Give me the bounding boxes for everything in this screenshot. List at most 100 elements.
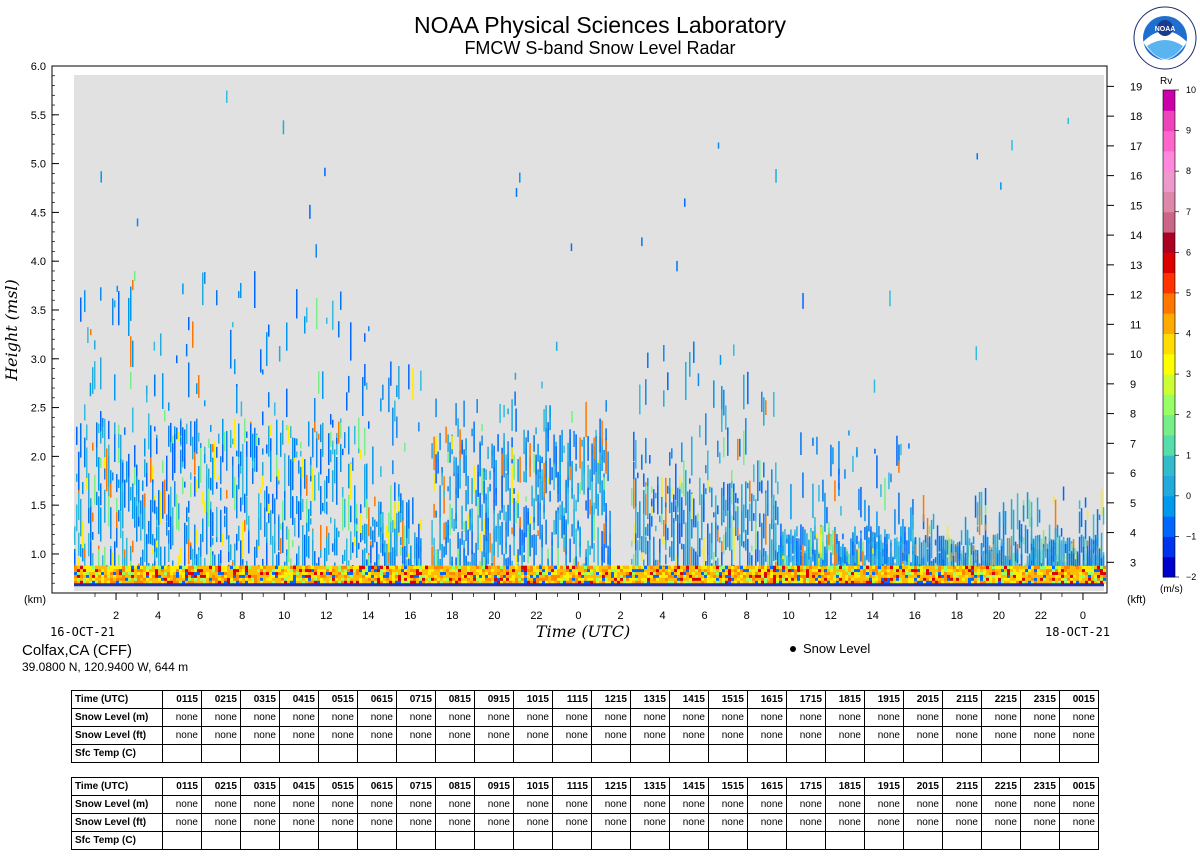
echo-cell (374, 568, 377, 573)
echo-cell (866, 577, 869, 581)
echo-cell (1100, 565, 1103, 570)
echo-cell (350, 532, 352, 560)
echo-cell (471, 523, 473, 555)
echo-cell (473, 577, 476, 581)
echo-cell (380, 511, 382, 528)
echo-cell (431, 519, 433, 546)
echo-cell (1064, 560, 1067, 566)
echo-cell (172, 443, 174, 481)
echo-cell (551, 571, 554, 575)
echo-cell (446, 574, 449, 578)
echo-cell (320, 577, 323, 581)
echo-cell (668, 568, 671, 573)
echo-cell (521, 565, 524, 570)
echo-cell (1030, 501, 1033, 528)
echo-cell (545, 460, 547, 494)
echo-cell (194, 568, 197, 573)
echo-cell (794, 577, 797, 581)
echo-cell (431, 580, 434, 584)
echo-cell (266, 574, 269, 578)
x-tick-label: 8 (239, 610, 245, 622)
echo-cell (86, 424, 88, 441)
echo-cell (1094, 577, 1097, 581)
echo-cell (98, 568, 101, 573)
echo-cell (882, 542, 884, 552)
echo-cell (210, 545, 212, 566)
echo-cell (146, 580, 149, 584)
echo-cell (293, 580, 296, 584)
echo-cell (362, 568, 365, 573)
echo-cell (893, 568, 896, 573)
echo-cell (673, 494, 675, 512)
echo-cell (986, 536, 989, 566)
echo-cell (596, 580, 599, 584)
echo-cell (134, 271, 136, 281)
echo-cell (515, 571, 518, 575)
echo-cell (983, 580, 986, 584)
echo-cell (826, 540, 828, 553)
echo-cell (685, 522, 687, 562)
echo-cell (122, 568, 125, 573)
echo-cell (410, 545, 412, 566)
echo-cell (1050, 539, 1053, 559)
echo-cell (281, 577, 284, 581)
x-tick-label: 16 (909, 610, 921, 622)
echo-cell (840, 506, 842, 516)
echo-cell (216, 446, 218, 458)
echo-cell (108, 455, 110, 487)
echo-cell (245, 574, 248, 578)
echo-cell (916, 555, 919, 566)
echo-cell (968, 580, 971, 584)
echo-cell (518, 565, 521, 570)
echo-cell (1000, 538, 1003, 552)
echo-cell (569, 568, 572, 573)
echo-cell (974, 571, 977, 575)
echo-cell (176, 580, 179, 584)
echo-cell (599, 476, 601, 494)
echo-cell (475, 489, 477, 507)
table-cell (747, 744, 787, 763)
echo-cell (404, 525, 406, 546)
echo-cell (980, 574, 983, 578)
table-cell: 1815 (825, 690, 865, 709)
table-cell: 0715 (396, 690, 436, 709)
echo-cell (992, 541, 995, 553)
echo-cell (491, 568, 494, 573)
echo-cell (100, 357, 102, 390)
echo-cell (729, 535, 731, 551)
echo-cell (104, 577, 107, 581)
echo-cell (707, 571, 710, 575)
echo-cell (644, 577, 647, 581)
echo-cell (845, 565, 848, 570)
echo-cell (551, 580, 554, 584)
echo-cell (734, 577, 737, 581)
echo-cell (649, 513, 651, 540)
echo-cell (711, 543, 713, 560)
table-cell (747, 831, 787, 850)
echo-cell (407, 580, 410, 584)
echo-cell (725, 571, 728, 575)
echo-cell (533, 568, 536, 573)
echo-cell (542, 565, 545, 570)
echo-cell (934, 557, 937, 565)
echo-cell (643, 559, 645, 566)
echo-cell (917, 577, 920, 581)
echo-cell (236, 580, 239, 584)
echo-cell (833, 577, 836, 581)
echo-cell (268, 324, 270, 337)
echo-cell (1010, 574, 1013, 578)
echo-cell (545, 571, 548, 575)
echo-cell (274, 402, 276, 416)
echo-cell (234, 359, 236, 375)
echo-cell (1013, 580, 1016, 584)
echo-cell (977, 577, 980, 581)
echo-cell (173, 577, 176, 581)
echo-cell (833, 580, 836, 584)
echo-cell (290, 571, 293, 575)
echo-cell (233, 574, 236, 578)
echo-cell (84, 557, 86, 566)
echo-cell (721, 487, 723, 526)
echo-cell (914, 571, 917, 575)
echo-cell (851, 577, 854, 581)
echo-cell (296, 580, 299, 584)
